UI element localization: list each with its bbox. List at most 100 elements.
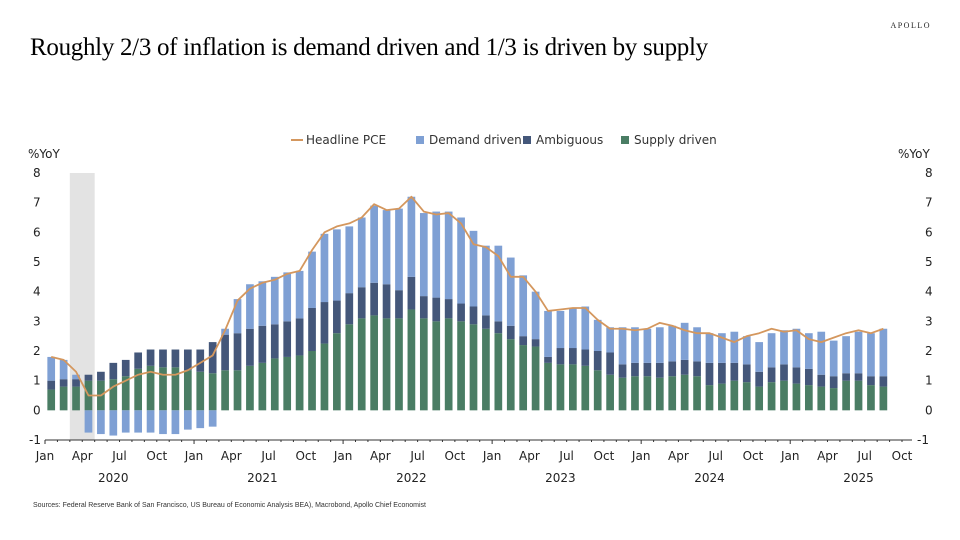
demand-bar: [134, 410, 143, 433]
demand-bar: [121, 410, 130, 433]
supply-bar: [134, 368, 143, 411]
ambiguous-bar: [432, 297, 441, 322]
supply-bar: [109, 379, 118, 411]
demand-bar: [519, 275, 528, 337]
supply-bar: [407, 309, 416, 411]
supply-bar: [221, 370, 229, 411]
ambiguous-bar: [258, 325, 267, 363]
demand-bar: [270, 276, 279, 325]
ambiguous-bar: [643, 362, 652, 377]
ambiguous-bar: [121, 359, 130, 377]
supply-bar: [395, 318, 403, 411]
ambiguous-bar: [246, 328, 254, 366]
ambiguous-bar: [829, 376, 838, 389]
ambiguous-bar: [792, 367, 801, 384]
x-tick-label: Apr: [668, 449, 689, 463]
demand-bar: [171, 410, 180, 435]
y-tick-left: 6: [33, 225, 41, 239]
ambiguous-bar: [270, 324, 279, 359]
supply-bar: [72, 386, 80, 411]
y-tick-right: 4: [925, 285, 933, 299]
ambiguous-bar: [84, 374, 93, 381]
supply-bar: [308, 351, 316, 411]
ambiguous-bar: [469, 306, 478, 325]
supply-bar: [643, 376, 652, 411]
ambiguous-bar: [718, 362, 726, 384]
legend-headline-pce: Headline PCE: [291, 133, 386, 147]
supply-bar: [258, 362, 267, 411]
x-tick-label: Jul: [111, 449, 126, 463]
ambiguous-bar: [395, 290, 403, 319]
demand-bar: [631, 327, 639, 363]
legend-label: Supply driven: [634, 133, 717, 147]
demand-bar: [742, 336, 751, 365]
x-tick-label: Apr: [817, 449, 838, 463]
ambiguous-bar: [506, 325, 515, 340]
x-year-label: 2023: [545, 471, 576, 485]
demand-bar: [730, 331, 739, 363]
x-tick-label: Jan: [333, 449, 353, 463]
demand-bar: [854, 331, 863, 374]
demand-bar: [370, 205, 378, 283]
ambiguous-bar: [556, 348, 565, 365]
demand-bar: [531, 291, 540, 340]
x-tick-label: Jan: [35, 449, 55, 463]
demand-bar: [109, 410, 118, 436]
supply-bar: [879, 386, 888, 411]
headline-line-group: [51, 195, 884, 397]
supply-bar: [618, 377, 627, 411]
supply-bar: [506, 339, 515, 411]
supply-bar: [370, 315, 378, 411]
ambiguous-bar: [879, 376, 888, 387]
y-tick-left: 3: [33, 314, 41, 328]
demand-bar: [842, 336, 850, 374]
demand-bar: [183, 410, 192, 430]
supply-bar: [767, 382, 776, 411]
demand-bar: [581, 306, 590, 350]
ambiguous-bar: [333, 300, 341, 334]
supply-bar: [854, 380, 863, 411]
x-tick-label: Jul: [260, 449, 275, 463]
supply-bar: [804, 385, 813, 411]
y-axis-title-left: %YoY: [28, 147, 60, 161]
supply-bar: [482, 328, 490, 411]
legend-supply-driven: Supply driven: [621, 133, 717, 147]
supply-bar: [469, 324, 478, 411]
demand-bar: [829, 340, 838, 377]
demand-bar: [780, 330, 788, 365]
demand-bar: [804, 333, 813, 369]
y-axis-title-right: %YoY: [898, 147, 930, 161]
ambiguous-bar: [767, 367, 776, 383]
demand-bar: [47, 356, 56, 381]
demand-bar: [97, 410, 105, 435]
supply-bar: [544, 362, 552, 411]
y-tick-left: 4: [33, 285, 41, 299]
ambiguous-bar: [444, 299, 453, 319]
ambiguous-bar: [817, 374, 826, 387]
ambiguous-bar: [680, 359, 689, 375]
supply-bar: [59, 386, 68, 411]
ambiguous-bar: [631, 362, 639, 377]
bars-group: [47, 196, 888, 436]
ambiguous-bar: [569, 348, 577, 365]
supply-bar: [817, 386, 826, 411]
supply-bar: [457, 321, 465, 411]
x-tick-label: Jul: [409, 449, 424, 463]
ambiguous-bar: [668, 361, 677, 377]
demand-bar: [668, 325, 677, 362]
ambiguous-bar: [742, 364, 751, 383]
demand-bar: [655, 327, 664, 363]
ambiguous-bar: [531, 339, 540, 347]
supply-bar: [668, 376, 677, 411]
supply-bar: [146, 365, 155, 411]
demand-bar: [593, 319, 602, 351]
demand-bar: [333, 229, 341, 301]
supply-bar: [792, 383, 801, 411]
y-tick-right: 6: [925, 225, 933, 239]
ambiguous-bar: [606, 352, 614, 375]
supply-bar: [196, 371, 205, 411]
demand-bar: [345, 226, 354, 294]
demand-bar: [544, 310, 552, 357]
x-tick-label: Apr: [221, 449, 242, 463]
supply-bar: [419, 318, 428, 411]
